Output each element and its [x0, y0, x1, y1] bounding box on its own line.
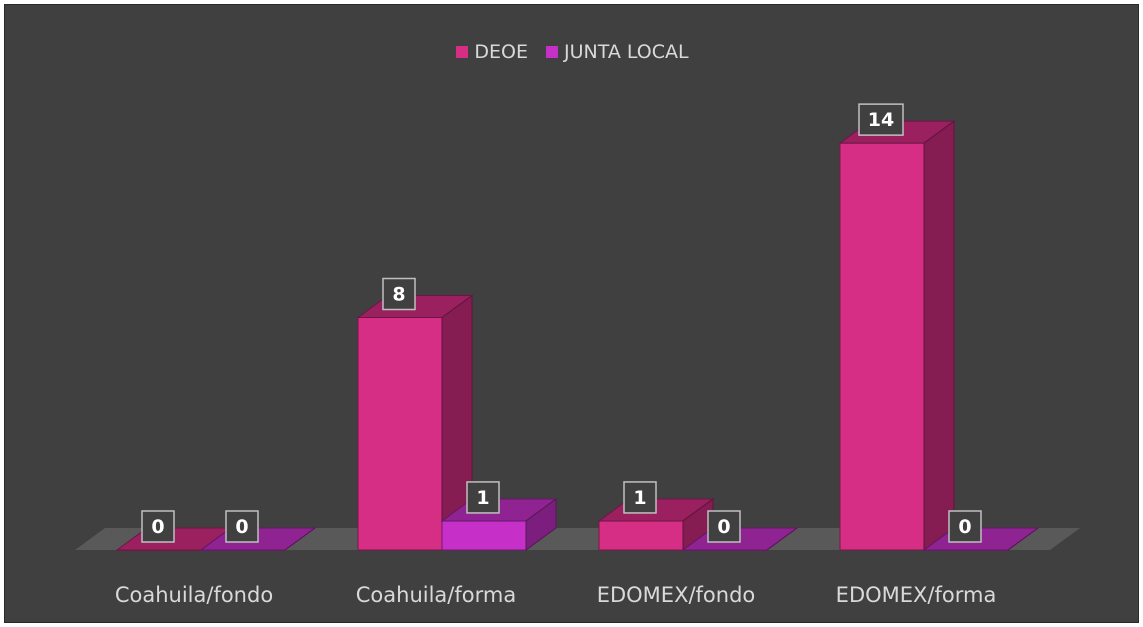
bar-deoe-edomex-fondo — [598, 520, 684, 551]
legend-swatch-deoe — [456, 46, 469, 58]
category-label-0: Coahuila/fondo — [115, 583, 273, 607]
data-label-box-junta-local-0 — [225, 510, 259, 543]
data-label-junta-local-0: 0 — [235, 516, 248, 538]
data-label-box-deoe-1 — [382, 277, 416, 311]
legend-label-junta-local: JUNTA LOCAL — [564, 41, 689, 63]
bar-junta-local-coahuila-forma — [441, 520, 527, 551]
data-label-box-deoe-3 — [858, 103, 904, 136]
bar-side-junta-local-edomex-forma — [1007, 527, 1039, 551]
bar-deoe-edomex-forma — [839, 142, 925, 551]
data-label-deoe-0: 0 — [151, 516, 164, 538]
data-label-deoe-2: 1 — [633, 487, 646, 509]
category-label-2: EDOMEX/fondo — [597, 583, 756, 607]
chart-floor — [75, 528, 1080, 550]
chart-frame: DEOE JUNTA LOCAL 0 0 8 1 1 0 14 0 Coahuila/fondo… — [4, 4, 1139, 623]
data-label-junta-local-1: 1 — [476, 487, 489, 509]
legend-label-deoe: DEOE — [474, 41, 528, 63]
bar-side-junta-local-coahuila-fondo — [284, 527, 316, 551]
data-label-box-deoe-2 — [623, 481, 657, 514]
category-label-3: EDOMEX/forma — [836, 583, 997, 607]
data-label-box-junta-local-1 — [466, 481, 500, 514]
bar-side-deoe-edomex-forma — [923, 120, 955, 551]
data-label-junta-local-2: 0 — [717, 516, 730, 538]
bar-side-junta-local-coahuila-forma — [525, 497, 557, 551]
data-label-junta-local-3: 0 — [958, 516, 971, 538]
data-label-box-junta-local-3 — [948, 510, 982, 543]
data-label-box-deoe-0 — [141, 510, 175, 543]
data-label-deoe-1: 8 — [392, 284, 405, 306]
legend-swatch-junta-local — [546, 46, 558, 58]
legend-item-deoe: DEOE — [456, 41, 528, 63]
chart-plot: 0 0 8 1 1 0 14 0 Coahuila/fondo Coahuila/forma EDO… — [75, 103, 1080, 607]
category-label-1: Coahuila/forma — [356, 583, 516, 607]
legend: DEOE JUNTA LOCAL — [5, 41, 1140, 63]
data-label-deoe-3: 14 — [868, 109, 894, 131]
bar-deoe-coahuila-forma — [357, 317, 443, 551]
data-label-box-junta-local-2 — [707, 510, 741, 543]
legend-item-junta-local: JUNTA LOCAL — [546, 41, 689, 63]
bar-side-junta-local-edomex-fondo — [766, 527, 798, 551]
